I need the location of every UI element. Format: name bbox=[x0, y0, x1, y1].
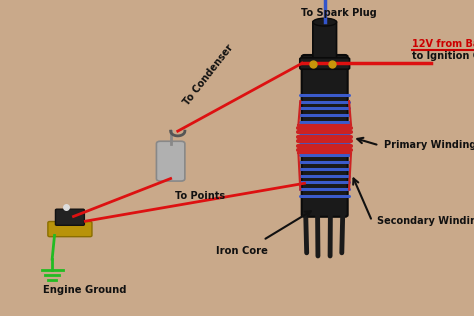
Text: to Ignition Coil: to Ignition Coil bbox=[412, 51, 474, 61]
Text: Primary Winding: Primary Winding bbox=[384, 140, 474, 150]
Text: To Spark Plug: To Spark Plug bbox=[301, 8, 377, 18]
Text: Iron Core: Iron Core bbox=[216, 246, 268, 257]
FancyBboxPatch shape bbox=[313, 21, 337, 68]
Text: To Points: To Points bbox=[175, 191, 226, 201]
Ellipse shape bbox=[313, 18, 337, 26]
Text: To Condenser: To Condenser bbox=[182, 43, 236, 107]
Text: Engine Ground: Engine Ground bbox=[43, 285, 126, 295]
Text: 12V from Batttery: 12V from Batttery bbox=[412, 39, 474, 49]
FancyBboxPatch shape bbox=[300, 58, 350, 69]
FancyBboxPatch shape bbox=[48, 222, 92, 237]
FancyBboxPatch shape bbox=[301, 55, 348, 217]
Text: Secondary Winding: Secondary Winding bbox=[377, 216, 474, 226]
FancyBboxPatch shape bbox=[156, 141, 185, 181]
FancyBboxPatch shape bbox=[55, 209, 84, 225]
